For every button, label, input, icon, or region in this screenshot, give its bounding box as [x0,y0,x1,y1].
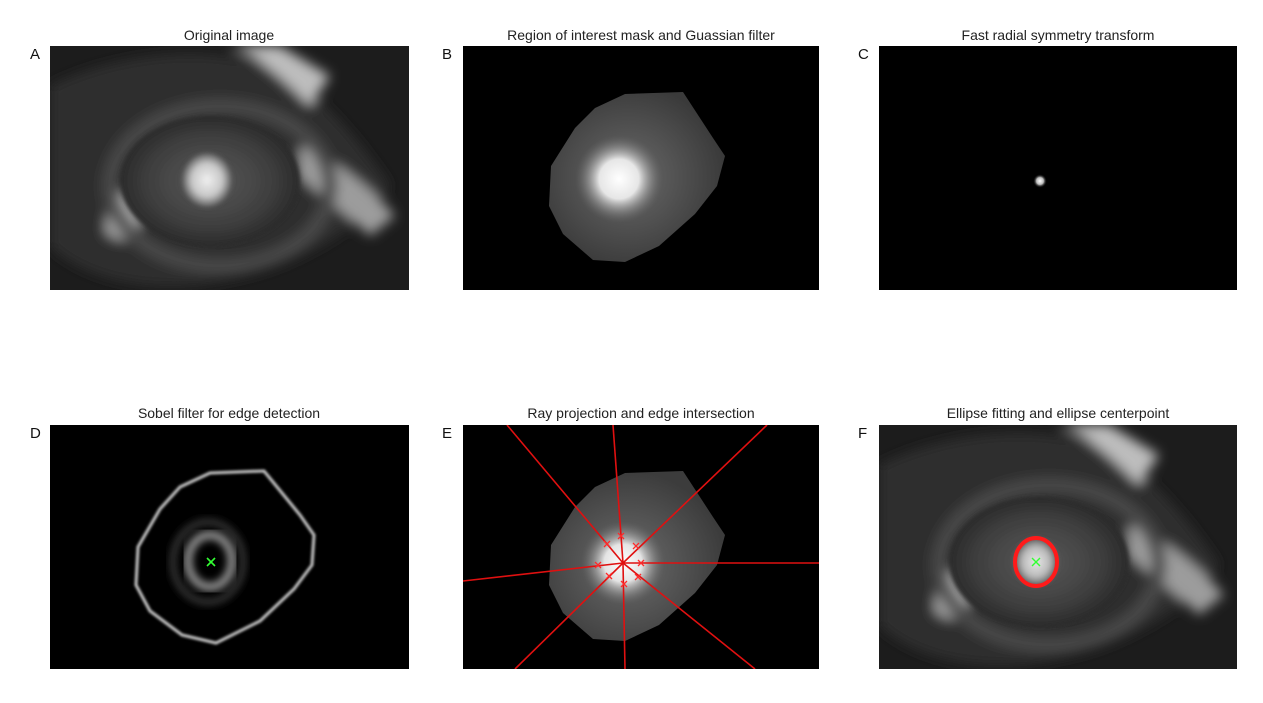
panel-title-c: Fast radial symmetry transform [961,27,1155,43]
original-eye-image [50,46,409,290]
fitted-ellipse [1013,536,1059,588]
roi-gaussian-image [463,46,819,290]
panel-letter-e: E [442,425,453,442]
panel-title-f: Ellipse fitting and ellipse centerpoint [946,405,1170,421]
roi-edge-outline [134,469,316,645]
panel-title-d: Sobel filter for edge detection [137,405,321,421]
panel-letter-d: D [30,425,41,442]
sobel-edge-image [50,425,409,669]
panel-title-e: Ray projection and edge intersection [527,405,755,421]
pupil-edge-ring [183,530,237,592]
symmetry-peak [1033,174,1047,188]
ellipse-fitting-image [879,425,1237,669]
fast-radial-symmetry-image [879,46,1237,290]
panel-title-a: Original image [183,27,275,43]
edge-intersections [594,532,645,588]
center-marker [206,557,216,567]
ray-projection-image [463,425,819,669]
panel-letter-f: F [858,425,868,442]
panel-title-b: Region of interest mask and Guassian fil… [507,27,775,43]
panel-letter-a: A [30,46,41,63]
ellipse-center-marker [1031,557,1041,567]
panel-letter-b: B [442,46,453,63]
panel-letter-c: C [858,46,869,63]
